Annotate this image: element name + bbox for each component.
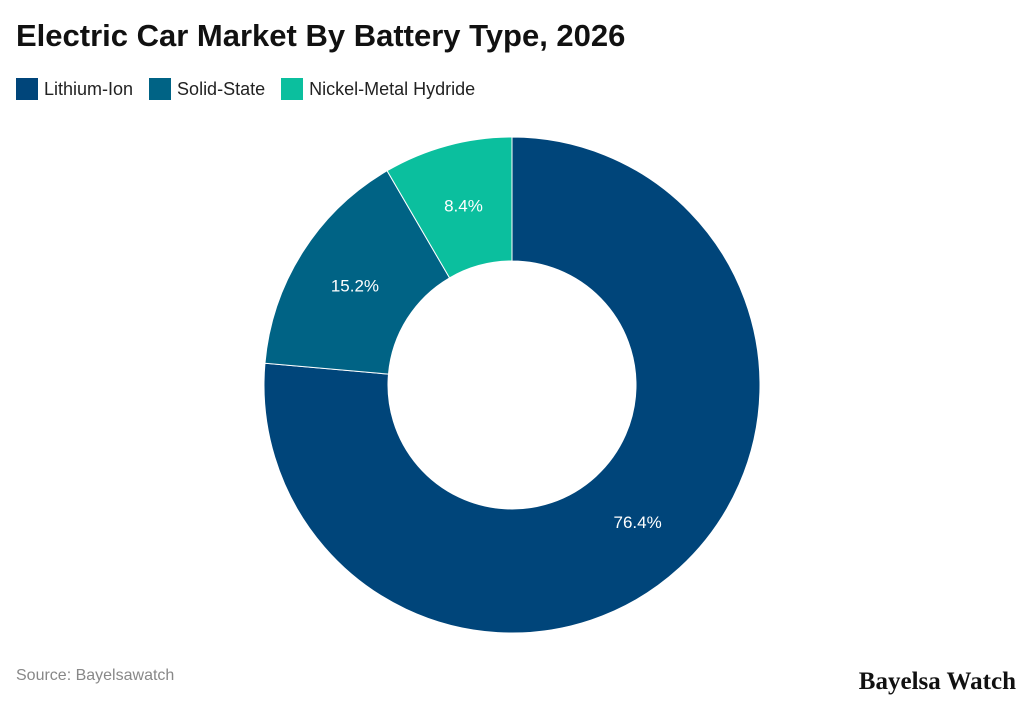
legend-swatch	[149, 78, 172, 100]
donut-slice-nickel-metal-hydride	[386, 136, 513, 279]
legend: Lithium-Ion Solid-State Nickel-Metal Hyd…	[16, 78, 475, 100]
data-label: 8.4%	[444, 196, 483, 215]
legend-label: Nickel-Metal Hydride	[309, 78, 476, 99]
legend-swatch	[281, 78, 304, 100]
legend-item-lithium-ion: Lithium-Ion	[16, 78, 133, 100]
legend-item-solid-state: Solid-State	[149, 78, 265, 100]
legend-label: Solid-State	[177, 78, 266, 99]
source-note: Source: Bayelsawatch	[16, 667, 175, 684]
data-label: 15.2%	[331, 276, 379, 295]
legend-swatch	[16, 78, 38, 100]
data-label: 76.4%	[614, 513, 662, 532]
legend-item-nickel-metal-hydride: Nickel-Metal Hydride	[281, 78, 475, 100]
brand-logo: Bayelsa Watch	[858, 668, 1016, 695]
chart-title: Electric Car Market By Battery Type, 202…	[16, 18, 626, 53]
donut-slice-lithium-ion	[263, 136, 761, 634]
donut-slice-solid-state	[264, 170, 451, 375]
legend-label: Lithium-Ion	[44, 78, 134, 99]
